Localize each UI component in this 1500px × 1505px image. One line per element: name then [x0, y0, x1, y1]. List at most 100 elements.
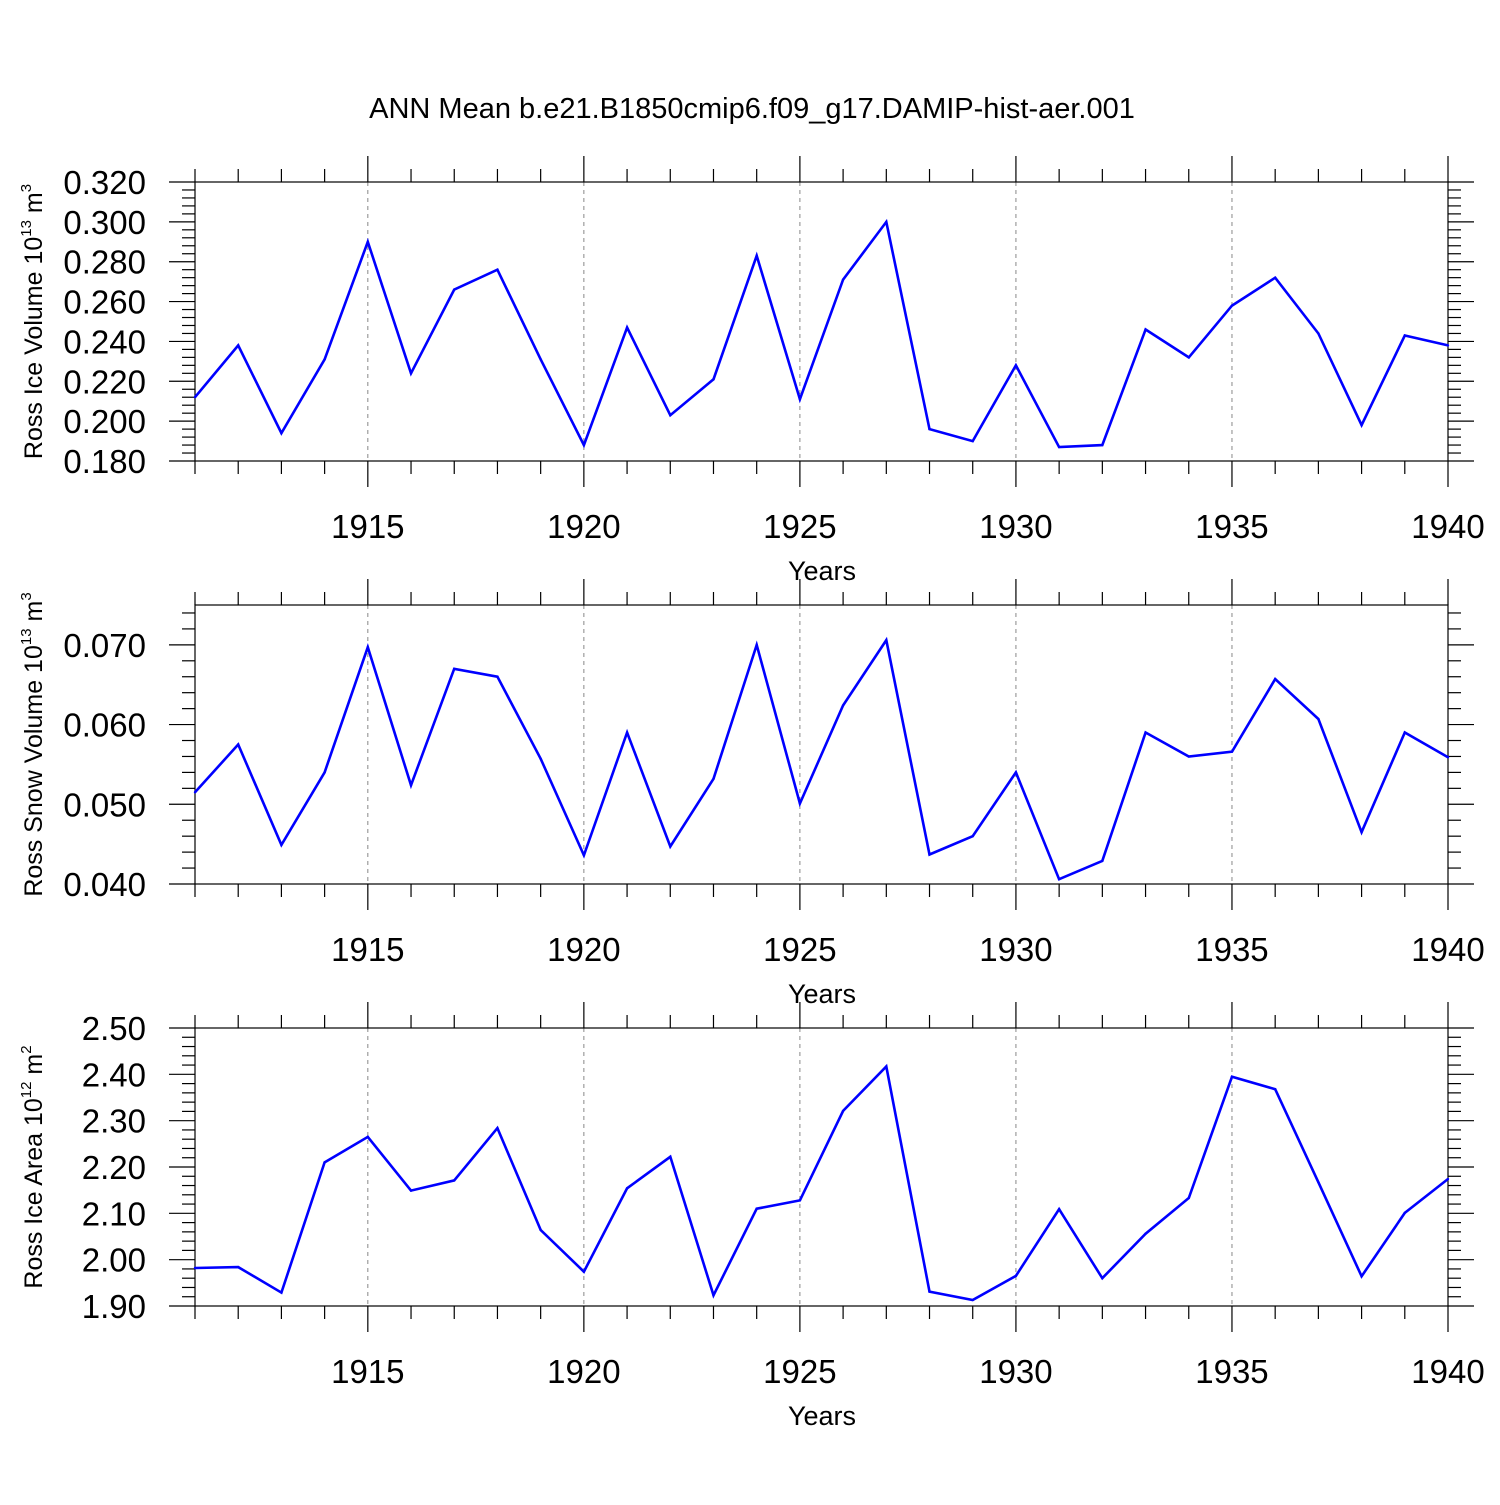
- x-tick-label: 1915: [331, 1353, 404, 1390]
- y-tick-label: 2.00: [82, 1242, 146, 1279]
- data-point: [1187, 755, 1190, 758]
- panel-3: 1.90 2.00 2.10 2.20 2.30 2.40 2.50 1915 1920 1925…: [18, 1002, 1485, 1431]
- data-point: [625, 731, 629, 734]
- data-point: [712, 378, 715, 381]
- x-tick-label: 1930: [979, 508, 1052, 545]
- data-point: [798, 398, 802, 401]
- data-point: [280, 431, 283, 435]
- data-point: [1273, 276, 1277, 279]
- y-tick-label: 2.40: [82, 1056, 146, 1093]
- data-point: [496, 268, 499, 271]
- data-point: [1187, 356, 1190, 359]
- data-point: [1144, 328, 1147, 331]
- data-point: [669, 1155, 672, 1159]
- data-point: [1057, 878, 1061, 881]
- data-point: [409, 1189, 413, 1192]
- y-label-text: Ross Ice Area 10: [20, 1098, 48, 1288]
- data-point: [1273, 677, 1277, 681]
- x-tick-label: 1935: [1195, 931, 1268, 968]
- data-point: [1403, 1211, 1406, 1215]
- y-label-unit-exponent: 2: [18, 1045, 35, 1053]
- y-tick-label: 0.050: [63, 786, 146, 823]
- data-point: [1144, 731, 1147, 734]
- y-tick-label: 0.200: [63, 403, 146, 440]
- panel-1: 0.1800.2000.2200.2400.2600.2800.3000.320…: [18, 156, 1485, 586]
- y-tick-label: 0.070: [63, 627, 146, 664]
- y-label-exponent: 13: [18, 628, 35, 645]
- data-point: [582, 443, 586, 447]
- data-point: [193, 1266, 197, 1270]
- data-point: [841, 1109, 845, 1113]
- data-point: [928, 1290, 931, 1293]
- y-axis-label: Ross Snow Volume 1013 m3: [18, 592, 48, 896]
- data-point: [885, 220, 888, 224]
- data-point: [193, 396, 197, 399]
- panel-2: 0.040 0.050 0.060 0.070 1915 1920 1925 1930 1935…: [18, 579, 1485, 1009]
- data-point: [1317, 717, 1320, 721]
- x-tick-label: 1925: [763, 1353, 836, 1390]
- data-point: [1317, 332, 1320, 335]
- data-point: [280, 1291, 283, 1294]
- data-point: [1446, 344, 1450, 347]
- data-point: [971, 439, 974, 443]
- data-point: [323, 358, 326, 361]
- y-tick-label: 2.10: [82, 1195, 146, 1232]
- data-point: [1014, 364, 1018, 367]
- data-point: [1014, 1274, 1018, 1278]
- y-axis-label: Ross Ice Area 1012 m2: [18, 1045, 48, 1288]
- data-point: [1014, 771, 1018, 774]
- data-point: [755, 643, 758, 647]
- data-point: [1446, 1177, 1450, 1181]
- series-line: [194, 1063, 1449, 1302]
- data-point: [1101, 1277, 1104, 1280]
- data-point: [885, 1065, 888, 1068]
- data-point: [1144, 1232, 1147, 1235]
- x-tick-label: 1925: [763, 931, 836, 968]
- data-point: [669, 413, 672, 417]
- y-label-unit: m: [20, 601, 48, 629]
- data-point: [928, 427, 931, 431]
- x-tick-label: 1940: [1411, 931, 1484, 968]
- data-point: [1230, 304, 1234, 307]
- x-axis-label: Years: [788, 979, 856, 1009]
- data-point: [366, 240, 370, 243]
- y-tick-label: 0.280: [63, 244, 146, 281]
- data-point: [798, 802, 802, 805]
- data-point: [1360, 830, 1363, 834]
- y-tick-label: 0.060: [63, 707, 146, 744]
- data-point: [323, 771, 326, 774]
- data-point: [669, 845, 672, 848]
- x-tick-label: 1920: [547, 508, 620, 545]
- y-label-unit-exponent: 3: [18, 184, 35, 192]
- y-tick-label: 0.240: [63, 323, 146, 360]
- data-point: [237, 344, 240, 347]
- y-tick-label: 0.220: [63, 363, 146, 400]
- x-tick-label: 1940: [1411, 1353, 1484, 1390]
- data-point: [323, 1161, 326, 1164]
- data-point: [453, 1179, 456, 1182]
- data-point: [755, 1207, 758, 1210]
- x-tick-label: 1935: [1195, 1353, 1268, 1390]
- data-point: [237, 743, 240, 746]
- data-point: [1403, 334, 1406, 337]
- data-point: [1057, 445, 1061, 449]
- data-point: [798, 1199, 802, 1202]
- y-tick-label: 2.30: [82, 1103, 146, 1140]
- data-point: [1057, 1207, 1061, 1211]
- y-label-exponent: 13: [18, 220, 35, 237]
- data-point: [280, 843, 283, 847]
- series-line: [194, 218, 1449, 449]
- data-point: [366, 1135, 370, 1139]
- data-point: [1360, 1275, 1363, 1278]
- data-point: [712, 777, 715, 780]
- data-point: [1230, 1075, 1234, 1078]
- plot-frame: [194, 604, 1449, 885]
- plot-frame: [194, 1027, 1449, 1307]
- y-tick-label: 0.180: [63, 443, 146, 480]
- x-tick-label: 1930: [979, 1353, 1052, 1390]
- x-tick-label: 1920: [547, 931, 620, 968]
- data-point: [1101, 443, 1104, 447]
- y-tick-label: 0.300: [63, 204, 146, 241]
- x-tick-label: 1915: [331, 931, 404, 968]
